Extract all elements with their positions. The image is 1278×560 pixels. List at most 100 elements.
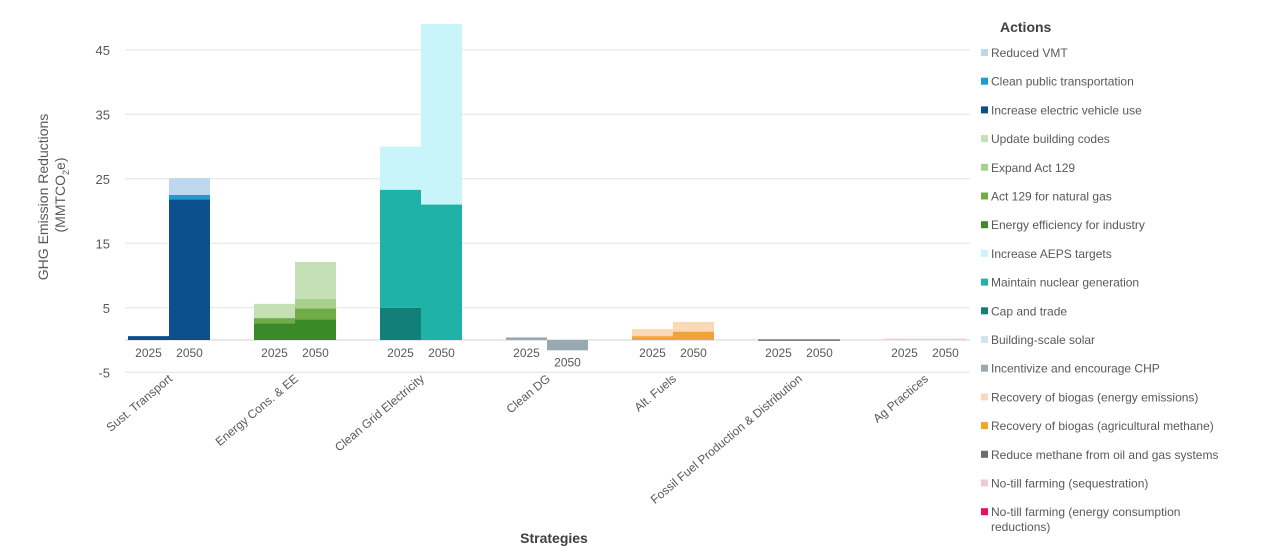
legend-label: Recovery of biogas (energy emissions) <box>991 390 1198 404</box>
bar-segment-recovery-of-biogas-agricultural-methane <box>673 331 714 340</box>
y-axis-title-suffix: e) <box>52 157 68 169</box>
bar-segment-incentivize-and-encourage-chp <box>506 337 547 340</box>
bar-segment-update-building-codes <box>254 303 295 319</box>
y-axis-title-prefix: (MMTCO <box>52 175 68 233</box>
bar-segment-clean-public-transportation <box>169 194 210 200</box>
legend-label: Reduced VMT <box>991 46 1068 60</box>
bar-segment-no-till-farming-sequestration <box>925 338 966 341</box>
bar-segment-increase-aeps-targets <box>421 23 462 205</box>
bar-segment-increase-electric-vehicle-use <box>169 199 210 340</box>
category-labels: Sust. Transport Energy Cons. & EE Clean Gr… <box>104 371 931 506</box>
legend-label: Increase electric vehicle use <box>991 103 1142 117</box>
year-label: 2050 <box>302 346 329 360</box>
y-axis-title: GHG Emission Reductions (MMTCO2e) <box>35 110 71 280</box>
y-tick-label: 35 <box>96 107 110 122</box>
y-tick-label: 5 <box>103 301 110 316</box>
legend-label: Increase AEPS targets <box>991 247 1112 261</box>
year-label: 2050 <box>428 346 455 360</box>
legend-swatch <box>981 221 988 229</box>
year-labels: 2025 2050 2025 2050 2025 2050 2025 2050 2025 2050… <box>135 346 959 369</box>
y-tick-label: -5 <box>98 365 110 380</box>
legend-swatch <box>981 450 988 458</box>
category-label: Alt. Fuels <box>632 372 679 415</box>
year-label: 2050 <box>554 355 581 369</box>
bar-segment-update-building-codes <box>295 261 336 299</box>
legend-swatch <box>981 393 988 401</box>
legend-label: Energy efficiency for industry <box>991 218 1145 232</box>
legend-swatch <box>981 479 988 487</box>
category-label: Sust. Transport <box>104 371 176 434</box>
legend-swatch <box>981 49 988 56</box>
bar-segment-reduced-vmt <box>169 178 210 195</box>
bar-segment-increase-electric-vehicle-use <box>128 336 169 340</box>
bar-segment-maintain-nuclear-generation <box>421 204 462 340</box>
bar-segment-recovery-of-biogas-energy-emissions <box>673 321 714 332</box>
legend-label: Recovery of biogas (agricultural methane… <box>991 419 1214 433</box>
legend-title: Actions <box>1000 19 1052 35</box>
bar-segment-increase-aeps-targets <box>380 146 421 190</box>
legend-swatch <box>981 278 988 286</box>
legend: Actions Reduced VMT Clean public transpor… <box>981 19 1218 534</box>
bar-segment-expand-act-129 <box>295 298 336 309</box>
legend-swatch <box>981 508 988 516</box>
year-label: 2025 <box>135 346 162 360</box>
legend-label: Update building codes <box>991 132 1110 146</box>
legend-label: Building-scale solar <box>991 333 1095 347</box>
bar-segment-recovery-of-biogas-agricultural-methane <box>632 336 673 340</box>
category-label: Ag Practices <box>870 372 931 426</box>
gridlines <box>125 49 970 373</box>
year-label: 2025 <box>765 346 792 360</box>
legend-label: Reduce methane from oil and gas systems <box>991 448 1218 462</box>
legend-label: Maintain nuclear generation <box>991 276 1139 290</box>
legend-label: Act 129 for natural gas <box>991 190 1112 204</box>
legend-swatch <box>981 77 988 85</box>
y-tick-labels: 45 35 25 15 5 -5 <box>96 43 110 381</box>
bar-segment-incentivize-and-encourage-chp <box>547 340 588 351</box>
y-axis-title-line2: (MMTCO2e) <box>52 157 71 232</box>
legend-swatch <box>981 106 988 114</box>
year-label: 2025 <box>261 346 288 360</box>
category-label: Clean Grid Electricity <box>332 372 427 455</box>
category-label: Clean DG <box>504 372 553 417</box>
bar-segment-recovery-of-biogas-energy-emissions <box>632 329 673 337</box>
legend-label: Expand Act 129 <box>991 161 1075 175</box>
year-label: 2050 <box>932 346 959 360</box>
year-label: 2025 <box>891 346 918 360</box>
bar-segment-maintain-nuclear-generation <box>380 189 421 308</box>
year-label: 2025 <box>513 346 540 360</box>
bar-segment-no-till-farming-sequestration <box>884 338 925 341</box>
bar-segment-reduce-methane-from-oil-and-gas-systems <box>758 339 799 341</box>
bar-segment-energy-efficiency-for-industry <box>295 319 336 340</box>
legend-swatch <box>981 336 988 343</box>
bar-segment-cap-and-trade <box>380 307 421 340</box>
legend-swatch <box>981 163 988 171</box>
legend-label: Clean public transportation <box>991 75 1134 89</box>
legend-swatch <box>981 422 988 430</box>
year-label: 2025 <box>387 346 414 360</box>
y-tick-label: 45 <box>96 43 110 58</box>
y-tick-label: 15 <box>96 236 110 251</box>
bar-segment-act-129-for-natural-gas <box>295 308 336 320</box>
y-tick-label: 25 <box>96 172 110 187</box>
category-label: Energy Cons. & EE <box>213 372 301 449</box>
bar-segment-act-129-for-natural-gas <box>254 318 295 324</box>
legend-label: Incentivize and encourage CHP <box>991 362 1160 376</box>
legend-label: No-till farming (energy consumption reduc… <box>991 505 1180 534</box>
bar-segment-reduce-methane-from-oil-and-gas-systems <box>799 339 840 341</box>
x-axis-title: Strategies <box>520 530 588 546</box>
bar-segment-energy-efficiency-for-industry <box>254 323 295 340</box>
legend-swatch <box>981 249 988 257</box>
category-label: Fossil Fuel Production & Distribution <box>648 372 805 507</box>
legend-swatch <box>981 307 988 315</box>
legend-swatch <box>981 192 988 200</box>
y-axis-title-line1: GHG Emission Reductions <box>35 114 51 281</box>
legend-label: Cap and trade <box>991 304 1067 318</box>
legend-swatch <box>981 135 988 143</box>
y-axis-title-subscript: 2 <box>61 170 71 175</box>
bars <box>128 23 966 351</box>
year-label: 2050 <box>176 346 203 360</box>
year-label: 2025 <box>639 346 666 360</box>
legend-swatch <box>981 364 988 372</box>
legend-label: No-till farming (sequestration) <box>991 477 1148 491</box>
